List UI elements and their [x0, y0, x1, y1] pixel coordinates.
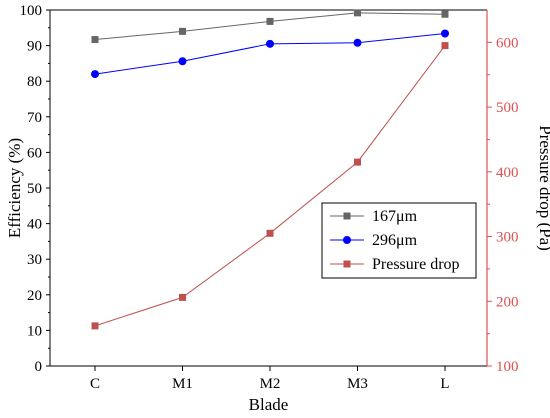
legend-label-2: Pressure drop: [372, 256, 460, 273]
x-tick-label: M2: [260, 376, 281, 392]
y-axis-left-title: Efficiency (%): [5, 138, 24, 238]
y-left-tick-label: 60: [27, 145, 42, 161]
y-left-tick-label: 50: [27, 181, 42, 197]
y-left-tick-label: 10: [27, 323, 42, 339]
y-right-tick-label: 500: [496, 100, 519, 116]
y-left-tick-label: 20: [27, 288, 42, 304]
series-line-1: [94, 32, 446, 75]
data-point-2: [354, 158, 361, 166]
y-left-tick-label: 90: [27, 39, 42, 55]
y-left-tick-label: 70: [27, 110, 42, 126]
legend-label-1: 296μm: [372, 232, 418, 249]
data-point-0: [441, 10, 449, 18]
y-left-tick-label: 40: [27, 217, 42, 233]
y-right-tick-label: 100: [496, 359, 519, 375]
x-tick-label: M1: [172, 376, 193, 392]
data-point-1: [91, 70, 99, 79]
y-left-tick-label: 0: [35, 359, 43, 375]
data-point-2: [179, 293, 186, 301]
y-left-tick-label: 100: [20, 3, 43, 19]
legend-marker-0: [343, 212, 351, 220]
legend-label-0: 167μm: [372, 208, 418, 225]
x-axis-title: Blade: [249, 395, 289, 414]
data-point-0: [354, 9, 361, 17]
series-line-0: [94, 12, 446, 41]
y-right-tick-label: 300: [496, 230, 519, 246]
y-left-tick-label: 80: [27, 74, 42, 90]
data-point-1: [353, 38, 362, 47]
data-point-1: [441, 29, 449, 38]
data-point-1: [266, 39, 274, 48]
data-point-0: [91, 36, 99, 44]
data-point-2: [441, 42, 449, 50]
y-left-tick-label: 30: [27, 252, 42, 268]
series-line-2: [94, 45, 446, 327]
y-right-tick-label: 200: [496, 294, 519, 310]
data-point-2: [91, 322, 99, 330]
data-point-0: [266, 17, 274, 25]
y-right-tick-label: 400: [496, 165, 519, 181]
x-tick-label: M3: [347, 376, 368, 392]
data-point-2: [266, 229, 274, 237]
y-right-tick-label: 600: [496, 35, 519, 51]
data-point-0: [179, 27, 186, 35]
data-point-1: [178, 57, 187, 66]
x-tick-label: C: [90, 376, 100, 392]
legend-marker-1: [343, 236, 351, 244]
x-tick-label: L: [440, 376, 449, 392]
legend-marker-2: [343, 260, 351, 268]
y-axis-right-title: Pressure drop (Pa): [536, 125, 550, 251]
